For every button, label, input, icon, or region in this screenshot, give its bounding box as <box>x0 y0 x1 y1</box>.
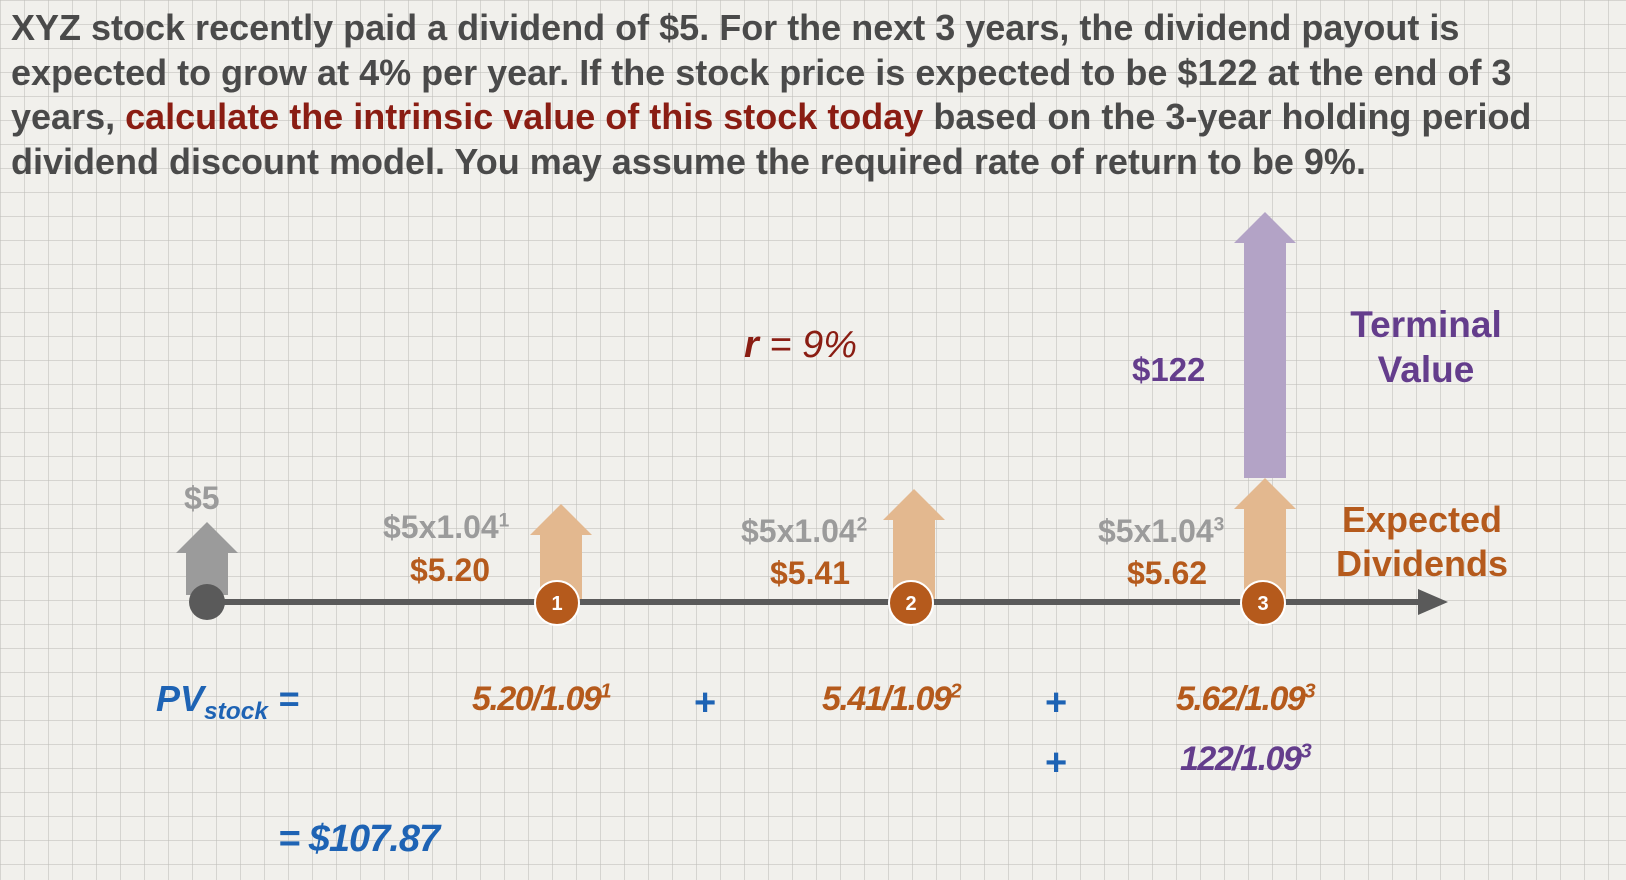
dividend-3-expr: $5x1.043 <box>1098 513 1225 549</box>
plus-sign-3: + <box>1045 742 1068 784</box>
dividend-3-value: $5.62 <box>1127 555 1208 591</box>
terminal-value-title: Terminal Value <box>1350 304 1502 390</box>
time-node-1: 1 <box>534 580 580 626</box>
rate-symbol: r <box>744 324 759 366</box>
dividend-2-expr: $5x1.042 <box>741 513 868 549</box>
plus-sign-1: + <box>694 682 717 724</box>
dividend-0-label: $5 <box>184 480 220 516</box>
pv-term-1: 5.20/1.091 <box>472 680 612 718</box>
problem-text-before: XYZ stock recently paid a dividend of $5… <box>11 7 1512 137</box>
pv-term-terminal: 122/1.093 <box>1180 740 1312 778</box>
time-node-2-label: 2 <box>905 593 916 615</box>
dividend-1-value: $5.20 <box>410 552 491 588</box>
timeline-axis <box>189 584 1448 620</box>
pv-result: = $107.87 <box>278 818 440 860</box>
terminal-value-arrow <box>1234 212 1296 478</box>
pv-label: PVstock = <box>156 678 299 726</box>
time-node-2: 2 <box>888 580 934 626</box>
dividend-1-expr: $5x1.041 <box>383 509 510 545</box>
plus-sign-2: + <box>1045 682 1068 724</box>
time-node-3-label: 3 <box>1257 593 1268 615</box>
problem-text-after: based on the 3-year holding period divid… <box>11 96 1532 182</box>
terminal-amount: $122 <box>1132 351 1206 388</box>
problem-highlight: calculate the intrinsic value of this st… <box>125 96 924 137</box>
pv-term-3: 5.62/1.093 <box>1176 680 1316 718</box>
expected-dividends-label: Expected Dividends <box>1335 499 1509 584</box>
problem-statement: XYZ stock recently paid a dividend of $5… <box>11 6 1611 184</box>
rate-value: = 9% <box>758 324 858 366</box>
dividend-0-arrow <box>176 522 238 595</box>
time-node-1-label: 1 <box>551 593 562 615</box>
rate-label: r = 9% <box>744 324 857 367</box>
dividend-2-value: $5.41 <box>770 555 851 591</box>
pv-term-2: 5.41/1.092 <box>822 680 962 718</box>
time-node-3: 3 <box>1240 580 1286 626</box>
